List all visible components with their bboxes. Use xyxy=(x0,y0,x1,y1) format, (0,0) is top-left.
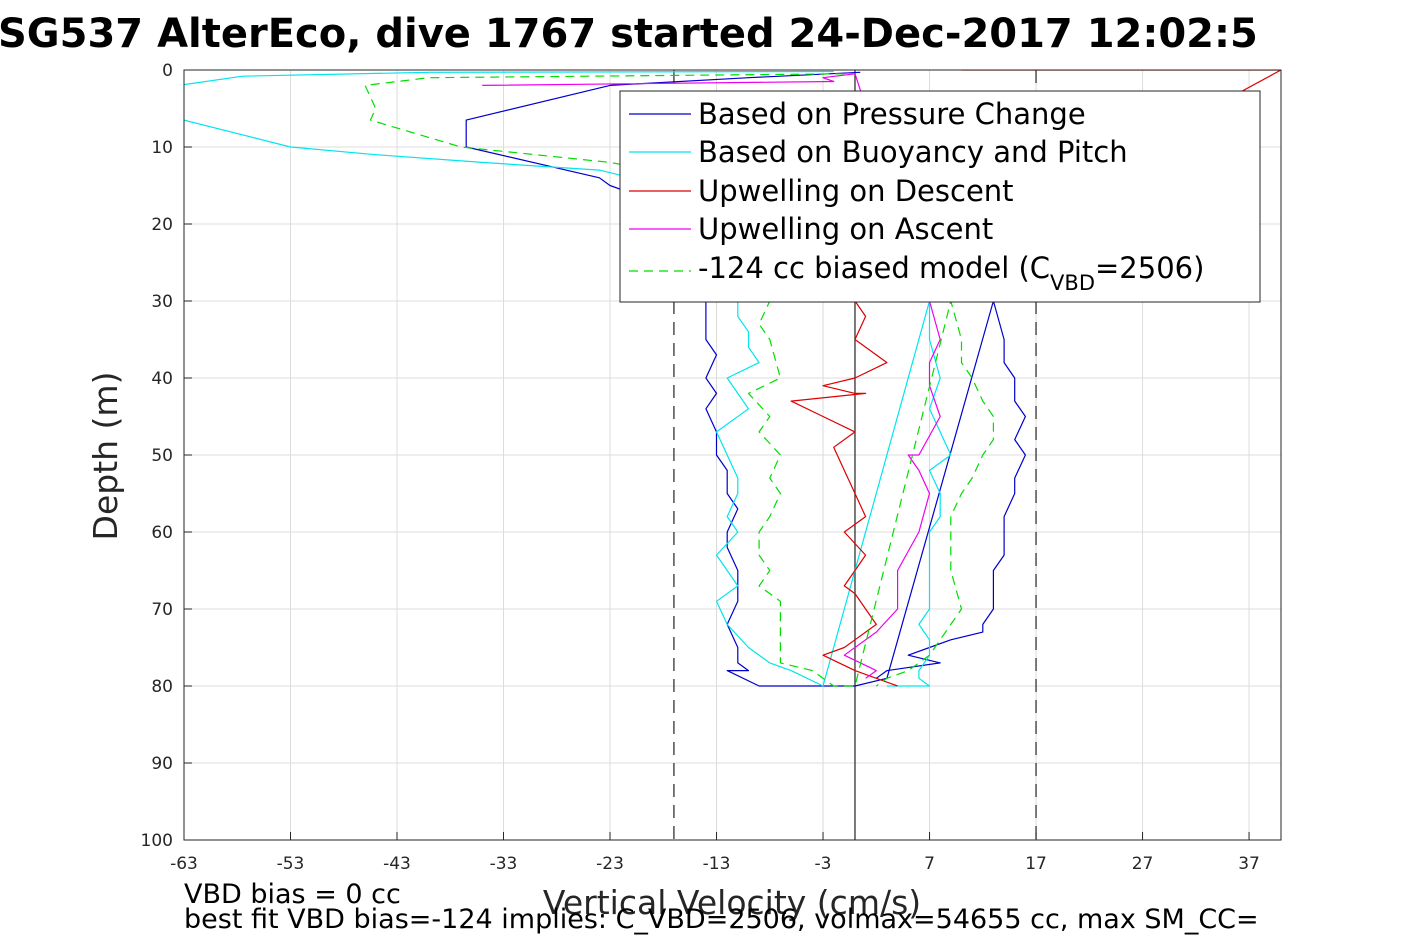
y-tick-label: 80 xyxy=(151,677,173,697)
y-tick-label: 60 xyxy=(151,523,173,543)
y-tick-label: 20 xyxy=(151,215,173,235)
x-tick-label: 27 xyxy=(1132,854,1154,874)
x-tick-label: -53 xyxy=(277,854,305,874)
y-tick-label: 10 xyxy=(151,138,173,158)
x-axis-ticks: -63 -53 -43 -33 -23 -13 -3 7 17 27 37 xyxy=(170,832,1260,874)
legend: Based on Pressure Change Based on Buoyan… xyxy=(619,90,1261,303)
series-line-based-on-buoyancy-and-pitch xyxy=(184,70,952,687)
x-tick-label: -23 xyxy=(596,854,624,874)
legend-label-pressure: Based on Pressure Change xyxy=(698,97,1086,131)
x-axis-label: Vertical Velocity (cm/s) xyxy=(543,883,921,922)
x-tick-label: 7 xyxy=(924,854,935,874)
y-tick-label: 100 xyxy=(141,831,173,851)
y-tick-label: 90 xyxy=(151,754,173,774)
y-tick-label: 30 xyxy=(151,292,173,312)
x-tick-label: 17 xyxy=(1025,854,1047,874)
legend-label-model: -124 cc biased model (CVBD=2506) xyxy=(698,251,1204,295)
x-tick-label: -13 xyxy=(703,854,731,874)
y-tick-label: 50 xyxy=(151,446,173,466)
series-line-based-on-pressure-change xyxy=(465,71,1027,687)
legend-label-descent: Upwelling on Descent xyxy=(698,174,1014,208)
x-tick-label: -43 xyxy=(383,854,411,874)
legend-label-model-tail: =2506) xyxy=(1095,251,1204,285)
chart-title: SG537 AlterEco, dive 1767 started 24-Dec… xyxy=(0,11,1258,57)
legend-label-model-sub: VBD xyxy=(1050,271,1095,295)
series-line-124-cc-biased-model xyxy=(364,73,995,687)
y-axis-label: Depth (m) xyxy=(86,372,125,541)
legend-label-ascent: Upwelling on Ascent xyxy=(698,212,993,246)
x-tick-label: -33 xyxy=(490,854,518,874)
y-axis-ticks: 0 10 20 30 40 50 60 70 80 90 100 xyxy=(141,61,192,851)
x-tick-label: -63 xyxy=(170,854,198,874)
y-tick-label: 70 xyxy=(151,600,173,620)
footer-best-fit: best fit VBD bias=-124 implies: C_VBD=25… xyxy=(184,904,1259,935)
x-tick-label: -3 xyxy=(815,854,832,874)
series-group xyxy=(184,70,1281,687)
y-tick-label: 40 xyxy=(151,369,173,389)
x-tick-label: 37 xyxy=(1238,854,1260,874)
legend-box xyxy=(619,90,1261,303)
legend-label-model-main: -124 cc biased model (C xyxy=(698,251,1050,285)
series-line-upwelling-on-descent xyxy=(790,70,1281,687)
footer-vbd-bias: VBD bias = 0 cc xyxy=(184,879,401,910)
legend-label-buoyancy: Based on Buoyancy and Pitch xyxy=(698,135,1128,169)
y-tick-label: 0 xyxy=(162,61,173,81)
